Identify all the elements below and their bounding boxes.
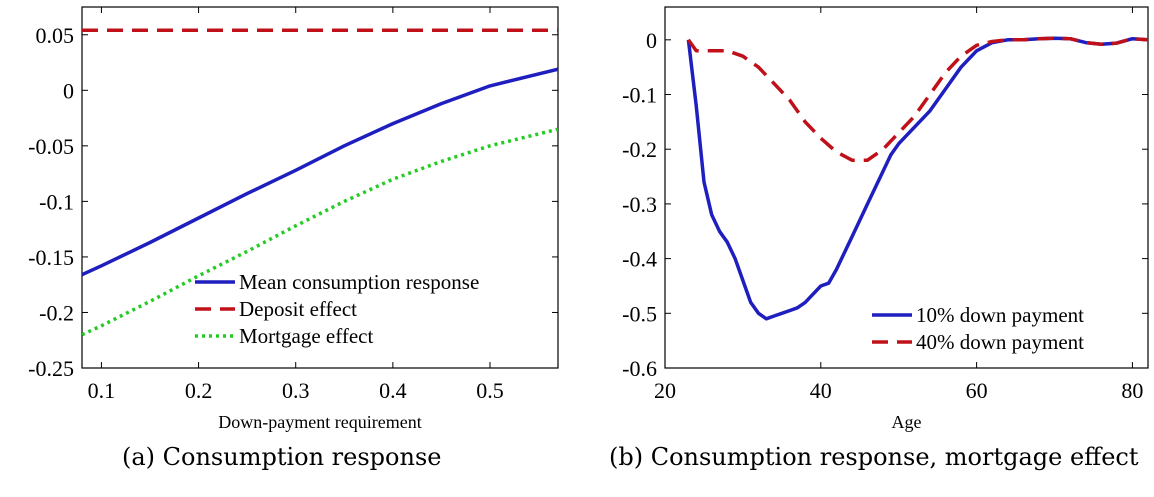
x-axis-label: Down-payment requirement: [218, 412, 421, 432]
chart-panel-b: 20 40 60 80 -0.6 -0.5 -0.4 -0.3 -0.2 -0.1 0 Age 10% …: [622, 6, 1149, 432]
y-tick-label: -0.1: [39, 189, 74, 214]
caption-panel-a: (a) Consumption response: [122, 443, 442, 471]
caption-panel-b: (b) Consumption response, mortgage effec…: [609, 443, 1139, 471]
x-tick-label: 0.2: [185, 378, 213, 403]
series-line-1: [82, 67, 558, 277]
legend-label: Mean consumption response: [239, 270, 479, 294]
legend-label: 10% down payment: [916, 303, 1084, 327]
y-tick-label: -0.2: [622, 137, 657, 162]
y-tick-label: -0.5: [622, 301, 657, 326]
x-tick-label: 0.1: [88, 378, 116, 403]
legend-label: Mortgage effect: [239, 324, 373, 348]
y-tick-label: -0.15: [28, 245, 74, 270]
x-tick-label: 20: [654, 378, 676, 403]
x-tick-label: 80: [1121, 378, 1143, 403]
series-line-2: [686, 36, 1148, 162]
y-tick-label: -0.3: [622, 192, 657, 217]
legend: 10% down payment 40% down payment: [872, 303, 1084, 354]
legend-label: Deposit effect: [239, 297, 357, 321]
x-tick-label: 0.4: [379, 378, 407, 403]
legend: Mean consumption response Deposit effect M…: [195, 270, 479, 348]
legend-label: 40% down payment: [916, 330, 1084, 354]
x-tick-label: 0.3: [282, 378, 310, 403]
x-tick-label: 0.5: [476, 378, 504, 403]
figure-canvas: 0.1 0.2 0.3 0.4 0.5 -0.25 -0.2 -0.15 -0.1 -0.05 0 0…: [28, 6, 1149, 432]
x-tick-label: 40: [810, 378, 832, 403]
y-tick-label: 0.05: [36, 23, 75, 48]
y-tick-label: -0.4: [622, 247, 657, 272]
plot-frame: [81, 6, 559, 369]
series-line-3: [82, 127, 558, 337]
series-line-1: [686, 36, 1148, 321]
y-tick-label: -0.25: [28, 356, 74, 381]
y-tick-label: -0.2: [39, 300, 74, 325]
plot-frame: [664, 6, 1149, 369]
x-axis-label: Age: [892, 412, 922, 432]
y-tick-label: 0: [646, 28, 657, 53]
x-tick-label: 60: [966, 378, 988, 403]
y-tick-label: 0: [63, 78, 74, 103]
y-tick-label: -0.05: [28, 134, 74, 159]
y-tick-label: -0.1: [622, 83, 657, 108]
y-tick-label: -0.6: [622, 356, 657, 381]
chart-panel-a: 0.1 0.2 0.3 0.4 0.5 -0.25 -0.2 -0.15 -0.1 -0.05 0 0…: [28, 6, 559, 432]
